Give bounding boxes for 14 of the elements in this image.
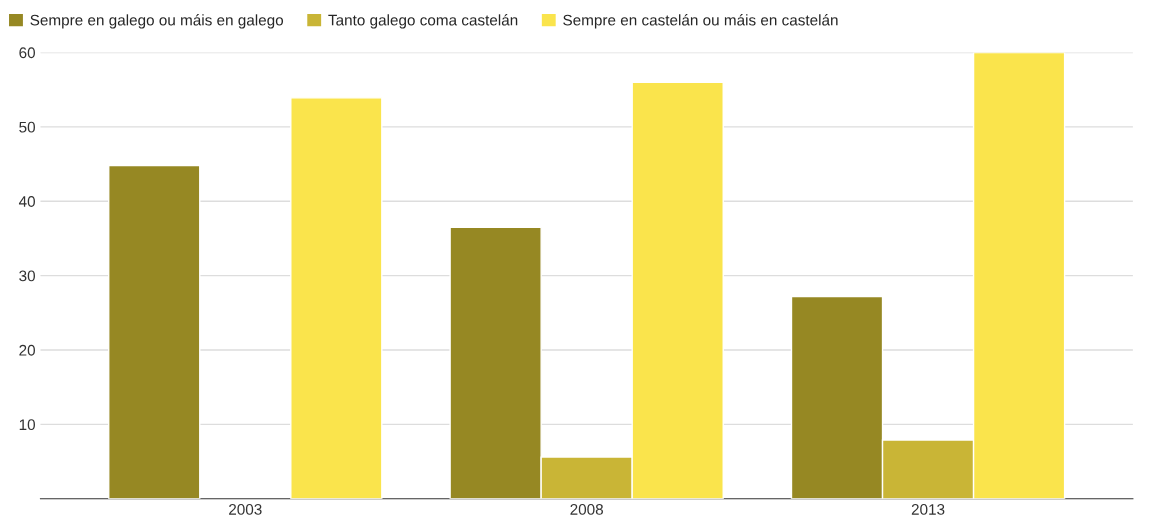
- bar: [108, 164, 201, 499]
- legend-label: Tanto galego coma castelán: [328, 14, 518, 29]
- y-tick-label: 30: [19, 270, 35, 282]
- legend-label: Sempre en castelán ou máis en castelán: [563, 14, 838, 29]
- y-tick-label: 50: [19, 121, 35, 133]
- x-tick-label: 2013: [911, 504, 945, 515]
- legend-label: Sempre en galego ou máis en galego: [30, 14, 284, 29]
- bar: [290, 97, 383, 499]
- y-tick-label: 40: [18, 196, 35, 207]
- y-tick-label: 20: [19, 344, 35, 356]
- y-tick-label: 60: [19, 47, 35, 59]
- x-tick-label: 2003: [229, 504, 262, 515]
- x-tick-label: 2008: [570, 504, 603, 515]
- y-tick-label: 10: [19, 419, 35, 431]
